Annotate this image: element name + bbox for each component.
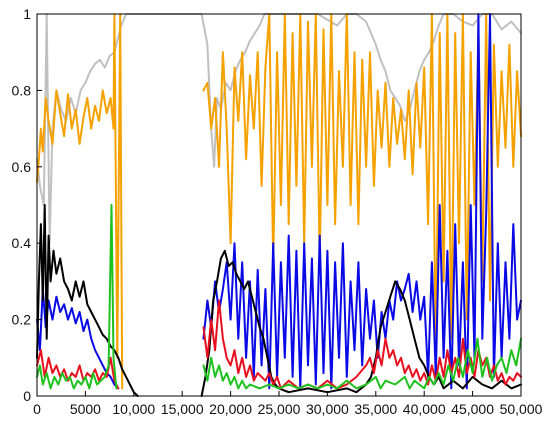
x-tick-label: 15,000 (161, 401, 204, 417)
y-tick-label: 0 (23, 388, 31, 404)
x-tick-label: 35,000 (354, 401, 397, 417)
x-tick-label: 20,000 (209, 401, 252, 417)
y-tick-label: 0.2 (12, 312, 32, 328)
series-layer (36, 13, 522, 397)
series-line-2-segment-1 (202, 13, 522, 390)
series-line-3-segment-0 (36, 204, 139, 397)
y-tick-label: 1 (23, 6, 31, 22)
series-line-3-segment-1 (200, 249, 522, 397)
series-line-4-segment-1 (202, 299, 522, 390)
x-tick-label: 10,000 (112, 401, 155, 417)
y-tick-label: 0.4 (12, 235, 32, 251)
x-tick-label: 25,000 (258, 401, 301, 417)
x-tick-label: 40,000 (403, 401, 446, 417)
series-line-5-segment-1 (202, 337, 522, 390)
x-tick-label: 45,000 (451, 401, 494, 417)
x-tick-label: 0 (33, 401, 41, 417)
x-tick-label: 30,000 (306, 401, 349, 417)
series-line-1-segment-0 (36, 13, 124, 390)
series-line-1-segment-1 (202, 13, 522, 359)
series-line-5-segment-0 (36, 204, 118, 390)
x-tick-label: 50,000 (500, 401, 543, 417)
axes: 0 5000 10,000 15,000 20,000 25,000 30,000 35,00… (12, 6, 543, 417)
y-tick-label: 0.6 (12, 159, 32, 175)
y-tick-label: 0.8 (12, 82, 32, 98)
x-tick-label: 5000 (70, 401, 101, 417)
